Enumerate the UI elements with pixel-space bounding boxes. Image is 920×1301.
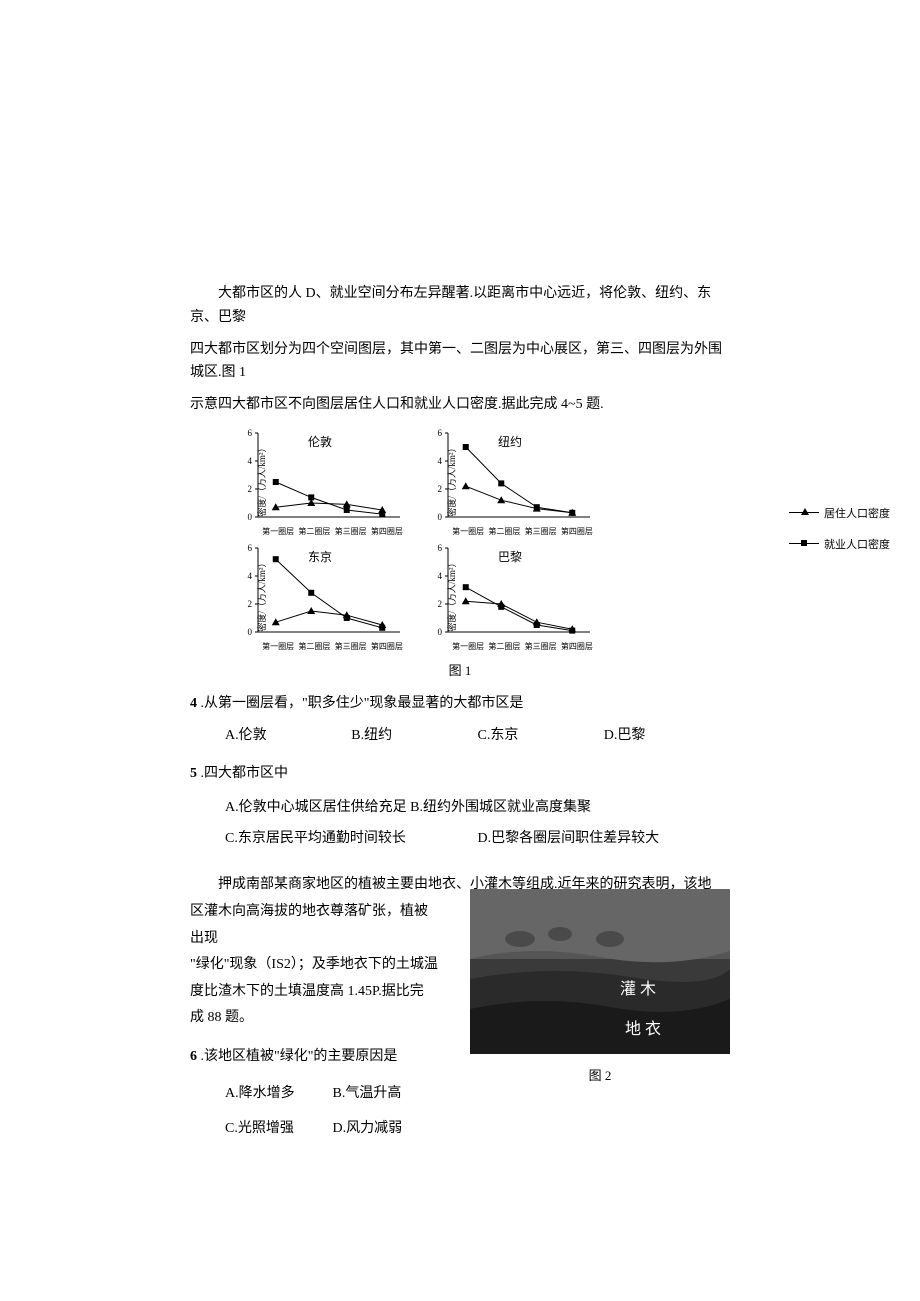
x-axis-labels: 第一圈层第二圈层第三圈层第四圈层 [450, 641, 595, 652]
q5-opt-c: C.东京居民平均通勤时间较长 [225, 824, 478, 855]
question-5: 5 .四大都市区中 A.伦敦中心城区居住供给充足 B.纽约外围城区就业高度集聚 … [190, 761, 730, 854]
q5-number: 5 [190, 761, 197, 788]
intro-line-2: 四大都市区划分为四个空间图层，其中第一、二图层为中心展区，第三、四图层为外围城区… [190, 338, 730, 386]
svg-text:4: 4 [438, 456, 443, 466]
passage-2: 押成南部某商家地区的植被主要由地衣、小灌木等组成.近年来的研究表明，该地 灌 木… [190, 872, 730, 1145]
intro-line-1: 大都市区的人 D、就业空间分布左异醒著.以距离市中心远近，将伦敦、纽约、东京、巴… [190, 282, 730, 330]
fig2-shrub-label: 灌 木 [620, 980, 656, 998]
svg-text:0: 0 [438, 512, 443, 522]
fig2-lichen-label: 地 衣 [625, 1020, 661, 1038]
y-axis-label: 密度/（万人/km²） [255, 443, 268, 516]
svg-text:4: 4 [248, 456, 253, 466]
figure-2-caption: 图 2 [470, 1064, 730, 1089]
chart-title: 东京 [308, 548, 332, 565]
q6-options: A.降水增多 B.气温升高 C.光照增强 D.风力减弱 [225, 1076, 440, 1146]
svg-text:6: 6 [438, 428, 443, 438]
legend-employment-label: 就业人口密度 [824, 536, 890, 552]
q5-stem: .四大都市区中 [201, 766, 289, 781]
legend-residence: 居住人口密度 [789, 505, 890, 521]
intro-line-3: 示意四大都市区不向图层居住人口和就业人口密度.据此完成 4~5 题. [190, 393, 730, 417]
y-axis-label: 密度/（万人/km²） [445, 443, 458, 516]
figure-2-image: 灌 木 地 衣 [470, 889, 730, 1054]
question-4: 4 .从第一圈层看，"职多住少"现象最显著的大都市区是 A.伦敦 B.纽约 C.… [190, 691, 730, 749]
document-content: 大都市区的人 D、就业空间分布左异醒著.以距离市中心远近，将伦敦、纽约、东京、巴… [190, 282, 730, 1146]
x-axis-labels: 第一圈层第二圈层第三圈层第四圈层 [260, 526, 405, 537]
passage2-line3: "绿化"现象（IS2）；及季地衣下的土城温 [190, 952, 440, 979]
q6-opt-c: C.光照增强 [225, 1111, 333, 1146]
q6-opt-b: B.气温升高 [333, 1076, 441, 1111]
svg-text:6: 6 [248, 543, 253, 553]
svg-text:6: 6 [438, 543, 443, 553]
svg-text:2: 2 [248, 599, 253, 609]
chart-legend: 居住人口密度 就业人口密度 [789, 505, 890, 567]
svg-text:2: 2 [248, 484, 253, 494]
chart-panel-伦敦: 0 2 4 6 伦敦密度/（万人/km²） 第一圈层第二圈层第三圈层第四圈层 [230, 425, 410, 535]
q5-opt-d: D.巴黎各圈层间职住差异较大 [478, 824, 731, 855]
q6-stem: .该地区植被"绿化"的主要原因是 [201, 1049, 398, 1064]
passage2-line4: 度比渣木下的土填温度高 1.45P.据比完 [190, 979, 440, 1006]
q4-options: A.伦敦 B.纽约 C.东京 D.巴黎 [225, 723, 730, 750]
chart-panel-东京: 0 2 4 6 东京密度/（万人/km²） 第一圈层第二圈层第三圈层第四圈层 [230, 540, 410, 650]
svg-text:4: 4 [248, 571, 253, 581]
q4-opt-b: B.纽约 [351, 723, 477, 750]
q5-options: A.伦敦中心城区居住供给充足 B.纽约外围城区就业高度集聚 C.东京居民平均通勤… [225, 793, 730, 855]
y-axis-label: 密度/（万人/km²） [255, 558, 268, 631]
q6-opt-d: D.风力减弱 [333, 1111, 441, 1146]
chart-panel-巴黎: 0 2 4 6 巴黎密度/（万人/km²） 第一圈层第二圈层第三圈层第四圈层 [420, 540, 600, 650]
x-axis-labels: 第一圈层第二圈层第三圈层第四圈层 [260, 641, 405, 652]
svg-text:2: 2 [438, 599, 443, 609]
q5-opt-a: A.伦敦中心城区居住供给充足 [225, 800, 407, 815]
x-axis-labels: 第一圈层第二圈层第三圈层第四圈层 [450, 526, 595, 537]
chart-panel-纽约: 0 2 4 6 纽约密度/（万人/km²） 第一圈层第二圈层第三圈层第四圈层 [420, 425, 600, 535]
q4-number: 4 [190, 691, 197, 718]
y-axis-label: 密度/（万人/km²） [445, 558, 458, 631]
chart-title: 巴黎 [498, 548, 522, 565]
svg-text:4: 4 [438, 571, 443, 581]
figure-1-caption: 图 1 [190, 660, 730, 679]
q4-opt-c: C.东京 [478, 723, 604, 750]
svg-text:2: 2 [438, 484, 443, 494]
svg-text:6: 6 [248, 428, 253, 438]
legend-residence-label: 居住人口密度 [824, 505, 890, 521]
legend-employment: 就业人口密度 [789, 536, 890, 552]
q4-opt-d: D.巴黎 [604, 723, 730, 750]
q6-opt-a: A.降水增多 [225, 1076, 333, 1111]
chart-title: 伦敦 [308, 433, 332, 450]
q4-opt-a: A.伦敦 [225, 723, 351, 750]
passage2-line2: 区灌木向高海拔的地衣尊落矿张，植被出现 [190, 899, 440, 952]
q4-stem: .从第一圈层看，"职多住少"现象最显著的大都市区是 [201, 696, 524, 711]
figure-1: 0 2 4 6 伦敦密度/（万人/km²） 第一圈层第二圈层第三圈层第四圈层 0 2 4 6 纽约密… [190, 425, 730, 679]
svg-text:0: 0 [248, 512, 253, 522]
q5-opt-b: B.纽约外围城区就业高度集聚 [410, 800, 591, 815]
chart-title: 纽约 [498, 433, 522, 450]
figure-2: 灌 木 地 衣 图 2 [470, 889, 730, 1089]
svg-text:0: 0 [438, 627, 443, 637]
passage2-line5: 成 88 题。 [190, 1005, 440, 1032]
question-6: 6 .该地区植被"绿化"的主要原因是 A.降水增多 B.气温升高 C.光照增强 … [190, 1044, 440, 1146]
q6-number: 6 [190, 1044, 197, 1071]
svg-text:0: 0 [248, 627, 253, 637]
